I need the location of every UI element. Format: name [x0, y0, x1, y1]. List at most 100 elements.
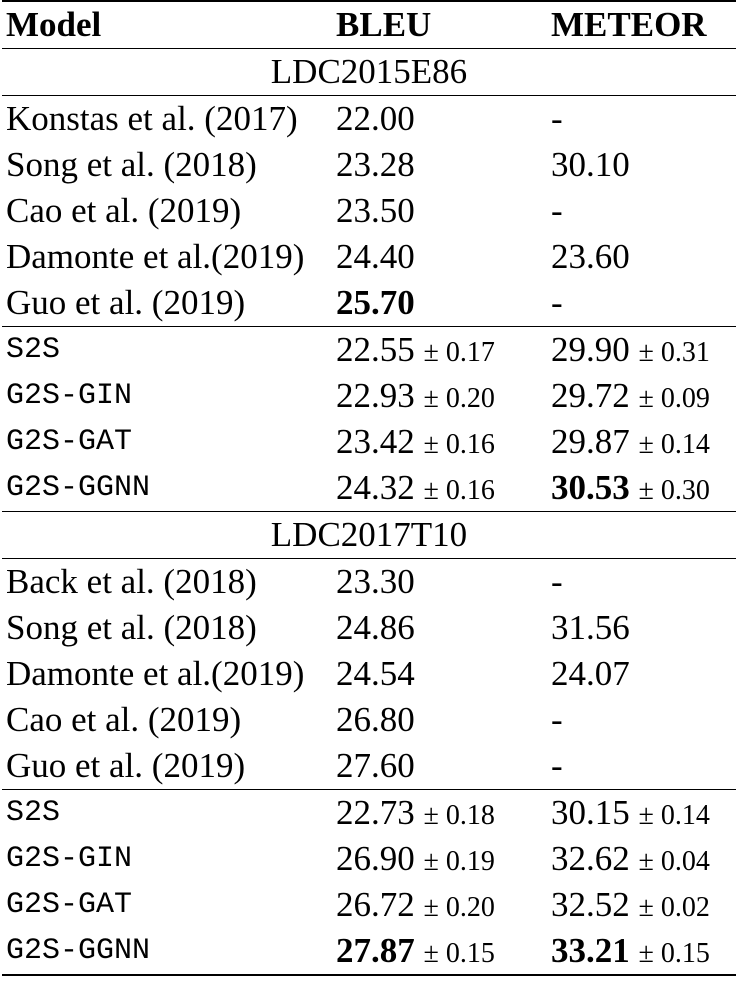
bleu-cell: 24.32 ± 0.16 — [336, 465, 551, 512]
bleu-cell: 23.28 — [336, 142, 551, 188]
meteor-std: ± 0.15 — [638, 938, 710, 969]
meteor-value: 31.56 — [551, 608, 630, 647]
bleu-cell: 27.60 — [336, 743, 551, 790]
table-row: Guo et al. (2019) 25.70 - — [2, 280, 736, 327]
model-cell: Cao et al. (2019) — [6, 700, 242, 739]
bleu-value: 23.42 — [336, 422, 415, 461]
bleu-value: 22.93 — [336, 376, 415, 415]
bleu-std: ± 0.16 — [423, 475, 495, 506]
section-title: LDC2015E86 — [2, 48, 736, 96]
meteor-value: - — [551, 562, 563, 601]
model-cell: S2S — [2, 326, 336, 373]
model-cell: Song et al. (2018) — [6, 145, 257, 184]
bleu-cell: 26.90 ± 0.19 — [336, 836, 551, 882]
meteor-cell: - — [551, 95, 736, 142]
meteor-value: 30.53 — [551, 468, 630, 507]
model-cell: Back et al. (2018) — [2, 558, 336, 605]
table-row: Back et al. (2018) 23.30 - — [2, 558, 736, 605]
bleu-cell: 22.73 ± 0.18 — [336, 789, 551, 836]
bleu-value: 24.54 — [336, 654, 415, 693]
model-cell: Song et al. (2018) — [6, 608, 257, 647]
bleu-cell: 24.54 — [336, 651, 551, 697]
model-cell: G2S-GGNN — [6, 471, 151, 505]
table-row: Song et al. (2018) 23.28 30.10 — [2, 142, 736, 188]
meteor-std: ± 0.14 — [638, 800, 710, 831]
meteor-cell: 32.62 ± 0.04 — [551, 836, 736, 882]
bleu-cell: 25.70 — [336, 280, 551, 327]
bleu-value: 25.70 — [336, 283, 415, 322]
table-row: Damonte et al.(2019) 24.54 24.07 — [2, 651, 736, 697]
meteor-value: 29.90 — [551, 330, 630, 369]
bleu-value: 24.86 — [336, 608, 415, 647]
meteor-cell: 32.52 ± 0.02 — [551, 882, 736, 928]
table-row: S2S 22.73 ± 0.18 30.15 ± 0.14 — [2, 789, 736, 836]
meteor-std: ± 0.14 — [638, 429, 710, 460]
meteor-cell: 24.07 — [551, 651, 736, 697]
bleu-value: 22.00 — [336, 99, 415, 138]
table-row: Song et al. (2018) 24.86 31.56 — [2, 605, 736, 651]
model-cell: Cao et al. (2019) — [6, 191, 242, 230]
table-row: Konstas et al. (2017) 22.00 - — [2, 95, 736, 142]
table-row: Guo et al. (2019) 27.60 - — [2, 743, 736, 790]
section-title: LDC2017T10 — [2, 511, 736, 559]
bleu-cell: 24.40 — [336, 234, 551, 280]
meteor-value: 33.21 — [551, 931, 630, 970]
model-cell: Damonte et al.(2019) — [6, 237, 305, 276]
meteor-value: 30.15 — [551, 793, 630, 832]
model-cell: G2S-GIN — [6, 379, 133, 413]
bleu-std: ± 0.15 — [423, 938, 495, 969]
model-cell: Guo et al. (2019) — [6, 746, 246, 785]
meteor-cell: 23.60 — [551, 234, 736, 280]
meteor-cell: - — [551, 558, 736, 605]
meteor-std: ± 0.09 — [638, 383, 710, 414]
results-table: Model BLEU METEOR LDC2015E86 Konstas et a… — [2, 0, 736, 976]
table-row: G2S-GIN 22.93 ± 0.20 29.72 ± 0.09 — [2, 373, 736, 419]
table-row: Damonte et al.(2019) 24.40 23.60 — [2, 234, 736, 280]
bleu-value: 24.40 — [336, 237, 415, 276]
meteor-cell: 30.53 ± 0.30 — [551, 465, 736, 512]
bleu-cell: 22.93 ± 0.20 — [336, 373, 551, 419]
bleu-cell: 24.86 — [336, 605, 551, 651]
model-cell: G2S-GGNN — [2, 928, 336, 976]
bleu-cell: 22.00 — [336, 95, 551, 142]
bleu-cell: 23.50 — [336, 188, 551, 234]
meteor-value: 29.87 — [551, 422, 630, 461]
bleu-std: ± 0.20 — [423, 892, 495, 923]
meteor-value: 32.52 — [551, 885, 630, 924]
model-cell: S2S — [2, 789, 336, 836]
meteor-cell: - — [551, 697, 736, 743]
bleu-cell: 23.30 — [336, 558, 551, 605]
table-body: LDC2015E86 Konstas et al. (2017) 22.00- Son… — [2, 48, 736, 976]
table-row: G2S-GGNN 24.32 ± 0.16 30.53 ± 0.30 — [2, 465, 736, 512]
meteor-std: ± 0.31 — [638, 337, 710, 368]
meteor-cell: - — [551, 188, 736, 234]
bleu-value: 22.73 — [336, 793, 415, 832]
meteor-value: - — [551, 191, 563, 230]
bleu-cell: 27.87 ± 0.15 — [336, 928, 551, 976]
header-bleu: BLEU — [336, 0, 551, 49]
meteor-cell: 30.10 — [551, 142, 736, 188]
meteor-value: 32.62 — [551, 839, 630, 878]
bleu-std: ± 0.20 — [423, 383, 495, 414]
meteor-cell: 33.21 ± 0.15 — [551, 928, 736, 976]
meteor-cell: 29.90 ± 0.31 — [551, 326, 736, 373]
meteor-cell: - — [551, 743, 736, 790]
bleu-std: ± 0.18 — [423, 800, 495, 831]
meteor-value: - — [551, 746, 563, 785]
table-row: S2S 22.55 ± 0.17 29.90 ± 0.31 — [2, 326, 736, 373]
bleu-cell: 22.55 ± 0.17 — [336, 326, 551, 373]
meteor-std: ± 0.30 — [638, 475, 710, 506]
table-row: Cao et al. (2019) 23.50 - — [2, 188, 736, 234]
meteor-value: 29.72 — [551, 376, 630, 415]
meteor-cell: 31.56 — [551, 605, 736, 651]
bleu-cell: 23.42 ± 0.16 — [336, 419, 551, 465]
bleu-value: 26.72 — [336, 885, 415, 924]
model-cell: G2S-GAT — [6, 888, 133, 922]
section-row: LDC2017T10 — [2, 511, 736, 559]
meteor-std: ± 0.04 — [638, 846, 710, 877]
meteor-value: 24.07 — [551, 654, 630, 693]
bleu-value: 23.28 — [336, 145, 415, 184]
model-cell: Damonte et al.(2019) — [6, 654, 305, 693]
bleu-value: 23.30 — [336, 562, 415, 601]
model-cell: G2S-GAT — [6, 425, 133, 459]
